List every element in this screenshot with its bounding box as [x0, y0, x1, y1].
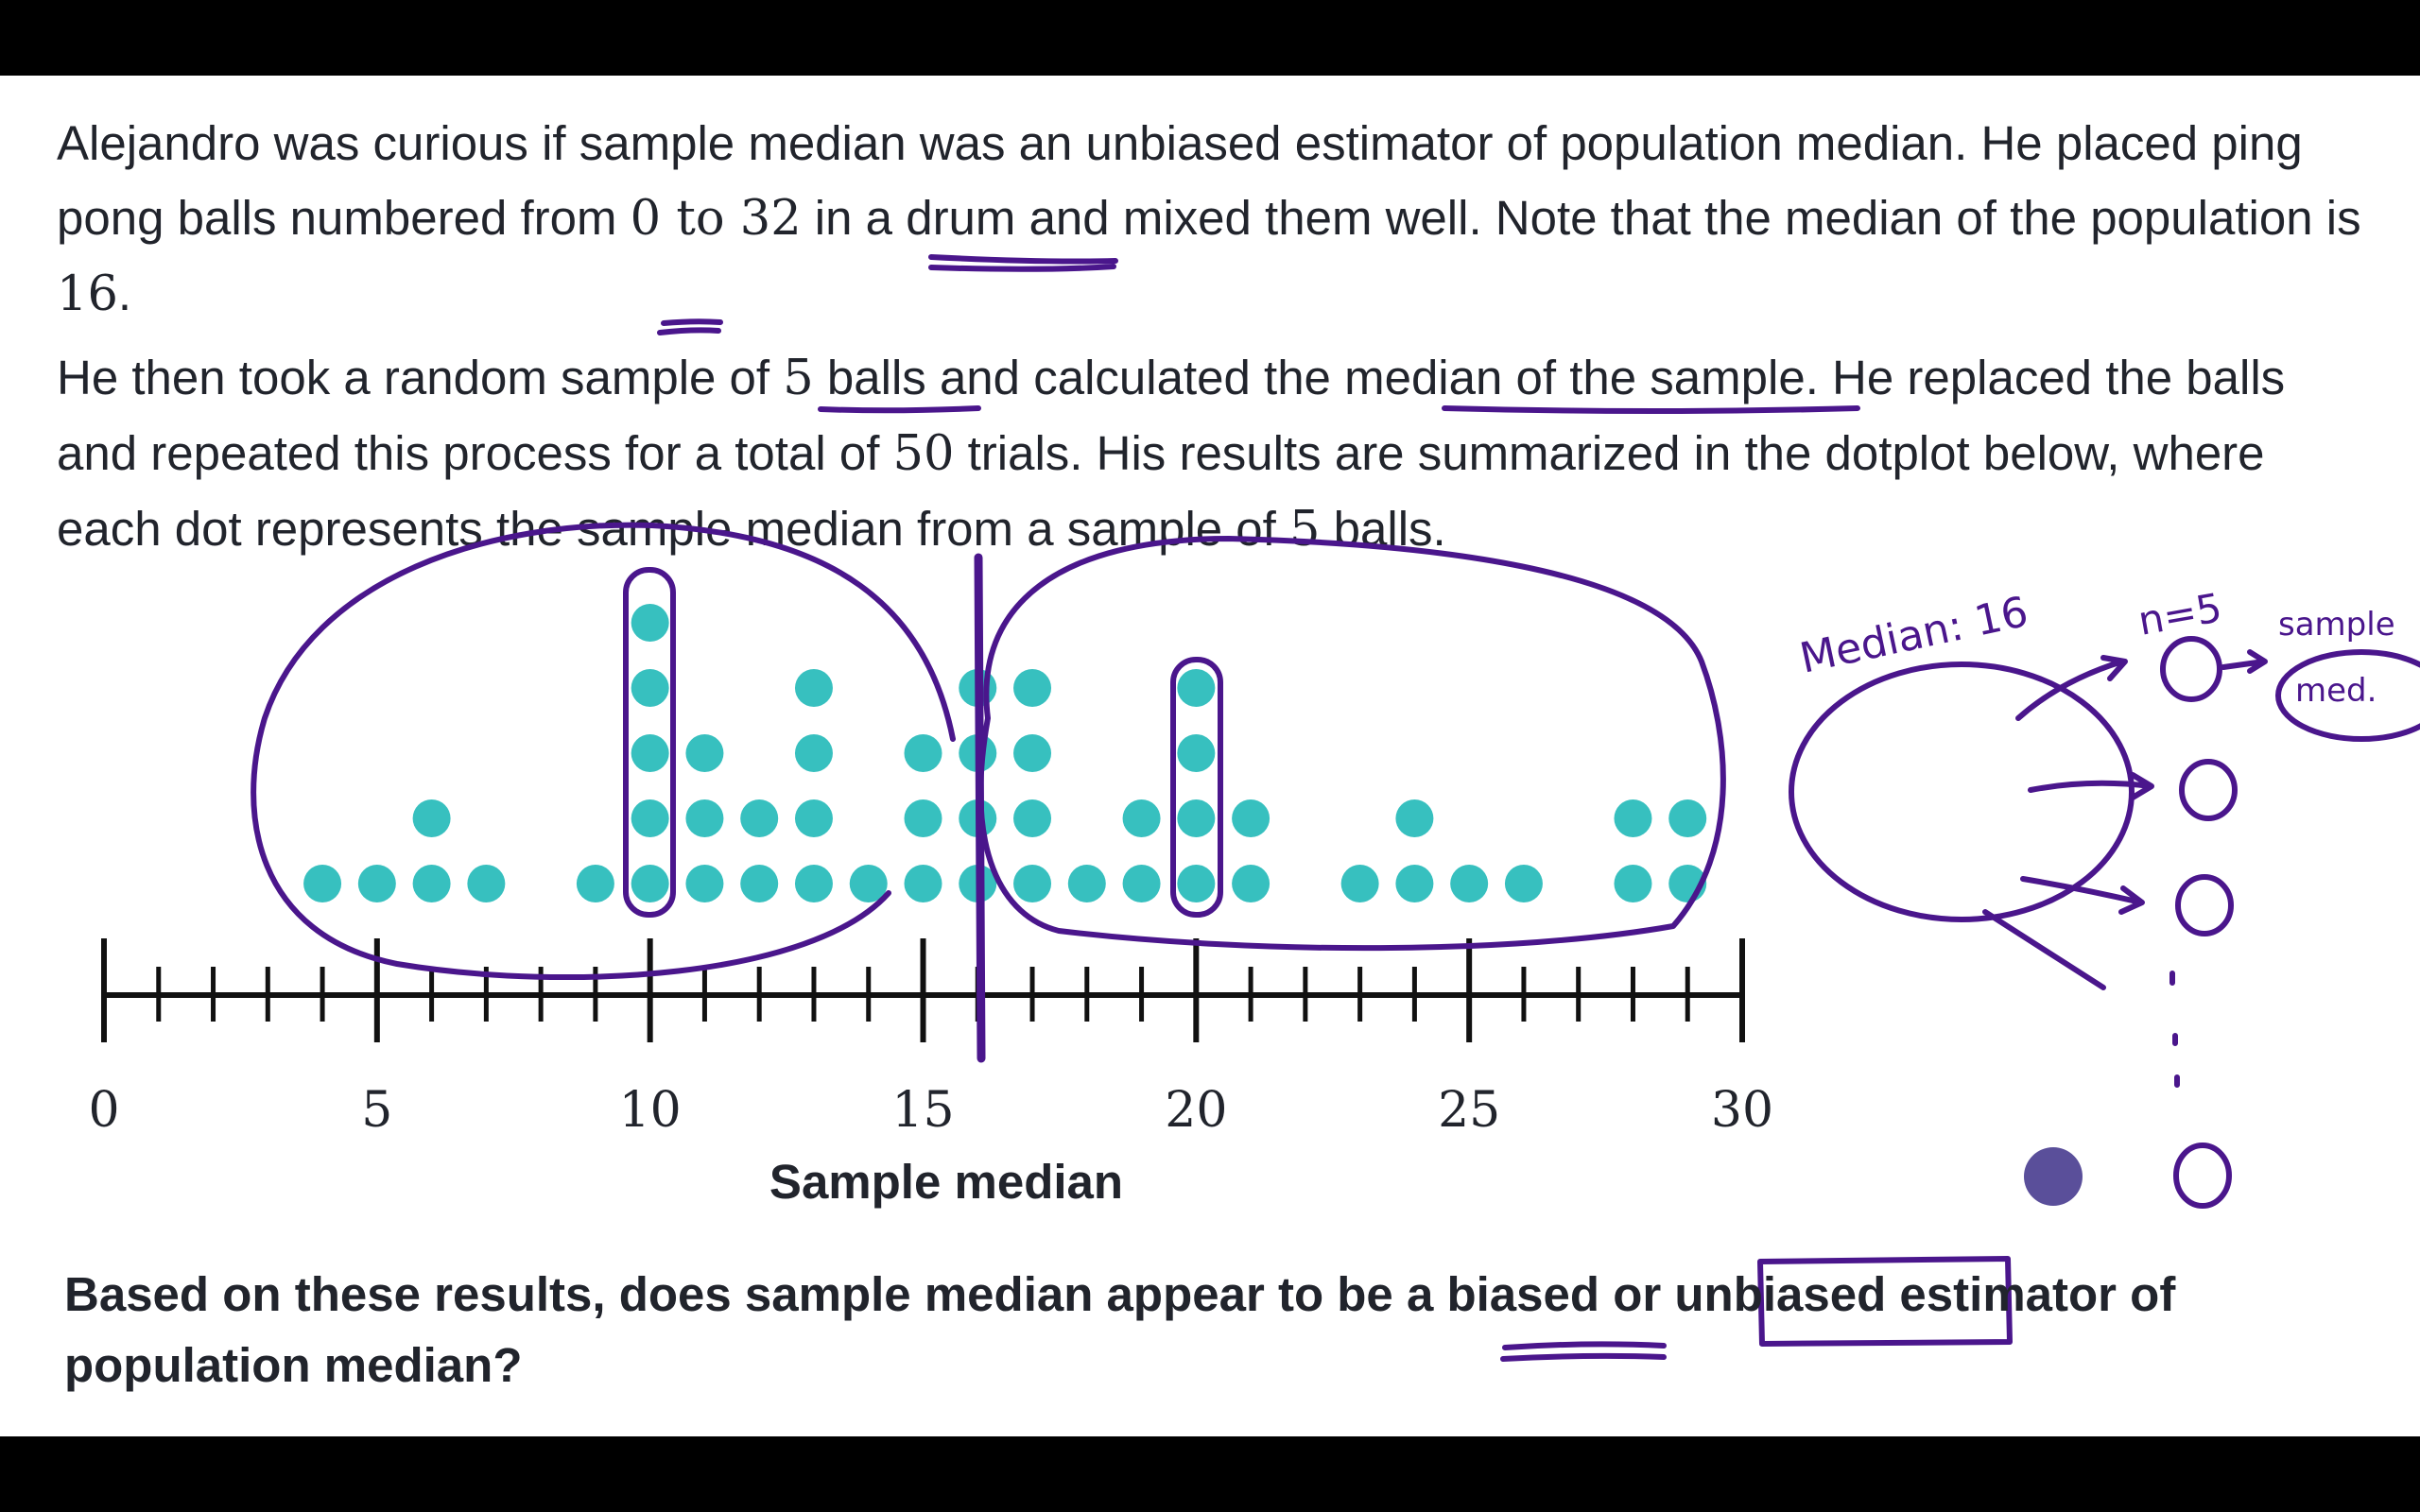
tick-label: 30: [1711, 1082, 1773, 1139]
data-dot: [1177, 865, 1216, 902]
data-dot: [1232, 799, 1270, 837]
data-dot: [1668, 865, 1707, 902]
data-dot: [1122, 865, 1161, 902]
data-dot: [904, 865, 942, 902]
p1-text-a: Alejandro was curious if sample median w…: [57, 116, 2303, 245]
data-dot: [467, 865, 506, 902]
tick-label: 25: [1438, 1082, 1500, 1139]
data-dot: [631, 865, 669, 902]
data-dot: [959, 734, 997, 772]
tick-label: 0: [88, 1082, 119, 1139]
p2-text-a: He then took a random sample of: [57, 351, 784, 404]
data-dot: [1450, 865, 1489, 902]
data-dot: [740, 799, 779, 837]
p2-sample-size: 5: [783, 351, 814, 406]
data-dot: [904, 734, 942, 772]
p1-median: 16: [57, 266, 118, 322]
problem-paragraph-1: Alejandro was curious if sample median w…: [57, 106, 2363, 332]
data-dot: [959, 669, 997, 707]
data-dot: [1668, 799, 1707, 837]
p1-text-c: .: [117, 266, 132, 320]
data-dot: [1232, 865, 1270, 902]
data-dot: [1122, 799, 1161, 837]
data-dot: [685, 865, 724, 902]
data-dot: [1177, 799, 1216, 837]
data-dot: [1067, 865, 1106, 902]
dotplot-dots: [303, 604, 1707, 902]
data-dot: [576, 865, 614, 902]
data-dot: [1504, 865, 1543, 902]
data-dot: [1614, 799, 1652, 837]
data-dot: [1395, 799, 1434, 837]
tick-label: 10: [619, 1082, 682, 1139]
p1-range: 0 to 32: [630, 191, 802, 247]
data-dot: [1614, 865, 1652, 902]
question-text: Based on these results, does sample medi…: [64, 1267, 2176, 1392]
data-dot: [794, 669, 833, 707]
data-dot: [685, 734, 724, 772]
problem-paragraph-2: He then took a random sample of 5 balls …: [57, 340, 2363, 567]
data-dot: [1013, 669, 1052, 707]
data-dot: [631, 669, 669, 707]
x-axis-title: Sample median: [769, 1155, 1123, 1209]
data-dot: [849, 865, 888, 902]
data-dot: [685, 799, 724, 837]
data-dot: [794, 799, 833, 837]
data-dot: [794, 865, 833, 902]
data-dot: [1013, 799, 1052, 837]
tick-label: 15: [891, 1082, 954, 1139]
data-dot: [794, 734, 833, 772]
data-dot: [1340, 865, 1379, 902]
tick-label: 20: [1165, 1082, 1227, 1139]
data-dot: [303, 865, 342, 902]
data-dot: [959, 799, 997, 837]
data-dot: [1395, 865, 1434, 902]
data-dot: [631, 604, 669, 642]
data-dot: [631, 734, 669, 772]
data-dot: [412, 799, 451, 837]
p2-text-b: balls and calculated the median of the s…: [57, 351, 2286, 480]
data-dot: [959, 865, 997, 902]
dotplot-axis: [101, 938, 1745, 1042]
p1-text-b: in a drum and mixed them well. Note that…: [801, 191, 2361, 245]
tick-label: 5: [361, 1082, 392, 1139]
p2-trials: 50: [892, 426, 955, 482]
data-dot: [412, 865, 451, 902]
data-dot: [357, 865, 396, 902]
data-dot: [631, 799, 669, 837]
axis-tick-labels: 0 5 10 15 20 25 30: [88, 1082, 1773, 1139]
data-dot: [1013, 865, 1052, 902]
data-dot: [1177, 734, 1216, 772]
data-dot: [904, 799, 942, 837]
data-dot: [740, 865, 779, 902]
data-dot: [1013, 734, 1052, 772]
data-dot: [1177, 669, 1216, 707]
